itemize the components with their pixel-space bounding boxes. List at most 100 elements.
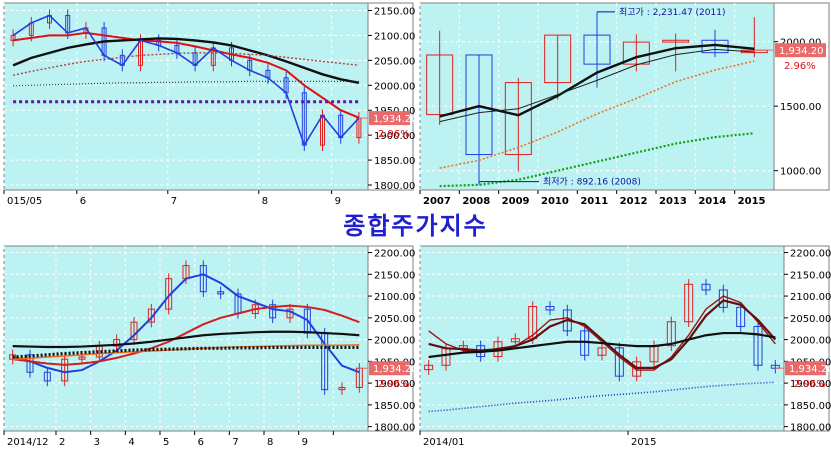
- x-tick-label: 2014/12: [7, 437, 49, 448]
- current-price-box: [369, 361, 410, 376]
- moving-average-line: [439, 48, 755, 123]
- y-axis-strip: [367, 245, 414, 432]
- moving-average-line: [13, 80, 359, 87]
- y-tick-label: 2200.00: [374, 249, 415, 260]
- y-tick-label: 1850.00: [790, 401, 831, 412]
- moving-average-line: [428, 381, 776, 413]
- candle-body: [424, 364, 434, 371]
- x-tick-label: 2007: [423, 196, 451, 207]
- y-tick-label: 2200.00: [790, 249, 831, 260]
- weekly-chart-panel: 2200.002150.002100.002050.002000.001950.…: [0, 243, 415, 453]
- candle-body: [666, 321, 676, 347]
- y-tick-label: 2050.00: [790, 314, 831, 325]
- x-tick-label: 5: [163, 437, 169, 448]
- y-tick-label: 2000.00: [374, 336, 415, 347]
- x-tick-label: 6: [198, 437, 204, 448]
- moving-average-line: [428, 331, 776, 359]
- current-price-label: 1,934.20: [779, 46, 824, 57]
- current-price-box: [785, 361, 826, 376]
- annotation-low: 최저가 : 892.16 (2008): [543, 177, 641, 188]
- daily-chart-panel: 2150.002100.002050.002000.001950.001900.…: [0, 0, 415, 212]
- change-percent-label: 2.96%: [784, 61, 816, 72]
- x-tick-label: 3: [94, 437, 100, 448]
- candle-body: [426, 54, 454, 116]
- x-tick-label: 2011: [580, 196, 608, 207]
- current-price-label: 1,934.20: [373, 364, 415, 375]
- y-tick-label: 1900.00: [374, 379, 415, 390]
- moving-average-line: [12, 273, 360, 374]
- y-axis-strip: [367, 2, 414, 191]
- y-tick-label: 1800.00: [374, 423, 415, 434]
- y-tick-label: 1800.00: [790, 423, 831, 434]
- x-tick-label: 2013: [659, 196, 687, 207]
- y-tick-label: 1800.00: [374, 181, 415, 192]
- candle-body: [217, 291, 225, 295]
- x-tick-label: 7: [232, 437, 238, 448]
- x-tick-label: 8: [267, 437, 273, 448]
- x-tick-label: 2014/01: [423, 437, 465, 448]
- candle-body: [583, 34, 611, 65]
- candle-body: [113, 339, 121, 347]
- candle-body: [61, 358, 69, 382]
- candle-body: [504, 82, 532, 156]
- current-price-label: 1,934.20: [789, 364, 831, 375]
- y-tick-label: 1000.00: [780, 167, 821, 178]
- y-tick-label: 2150.00: [790, 270, 831, 281]
- candle-body: [545, 306, 555, 311]
- close-price-line: [12, 14, 360, 147]
- page-title: 종합주가지수: [343, 211, 488, 240]
- x-tick-label: 9: [302, 437, 308, 448]
- y-tick-label: 1500.00: [780, 102, 821, 113]
- y-tick-label: 2000.00: [374, 81, 415, 92]
- x-tick-label: 2009: [502, 196, 530, 207]
- y-tick-label: 1850.00: [374, 401, 415, 412]
- moving-average-line: [12, 345, 360, 359]
- y-tick-label: 2050.00: [374, 314, 415, 325]
- candle-body: [614, 347, 624, 377]
- change-percent-label: 2.96%: [378, 379, 410, 390]
- y-tick-label: 2150.00: [374, 270, 415, 281]
- candle-body: [701, 283, 711, 291]
- candle-body: [510, 338, 520, 343]
- candle-body: [43, 371, 51, 382]
- y-tick-label: 2000.00: [790, 336, 831, 347]
- x-tick-label: 2010: [541, 196, 569, 207]
- candle-body: [544, 34, 572, 84]
- change-percent-label: 2.96%: [378, 129, 410, 140]
- y-axis-strip: [773, 2, 830, 191]
- y-tick-label: 2100.00: [374, 292, 415, 303]
- candle-body: [753, 326, 763, 366]
- x-tick-label: 2008: [462, 196, 490, 207]
- x-tick-label: 6: [80, 196, 86, 207]
- moving-average-line: [12, 37, 360, 84]
- candle-body: [465, 54, 493, 156]
- monthly-chart-panel: 2200.002150.002100.002050.002000.001950.…: [416, 243, 831, 453]
- y-tick-label: 2150.00: [374, 6, 415, 17]
- chart-svg-top-right: 2000.001500.001000.002007200820092010201…: [419, 2, 830, 207]
- y-tick-label: 1850.00: [374, 156, 415, 167]
- x-tick-label: 2: [59, 437, 65, 448]
- moving-average-line: [12, 31, 360, 119]
- annotation-high: 최고가 : 2,231.47 (2011): [619, 7, 725, 18]
- candle-body: [597, 347, 607, 356]
- yearly-chart-panel: 2000.001500.001000.002007200820092010201…: [416, 0, 831, 212]
- y-tick-label: 2100.00: [790, 292, 831, 303]
- candle-body: [338, 386, 346, 391]
- change-percent-label: 2.96%: [794, 379, 826, 390]
- x-tick-label: 2012: [620, 196, 648, 207]
- plot-area: [3, 2, 369, 191]
- candle-body: [269, 304, 277, 319]
- current-price-label: 1,934.20: [373, 114, 415, 125]
- candle-body: [199, 265, 207, 293]
- x-tick-label: 7: [171, 196, 177, 207]
- chart-svg-bottom-left: 2200.002150.002100.002050.002000.001950.…: [3, 245, 415, 448]
- current-price-box: [775, 43, 826, 58]
- moving-average-line: [12, 330, 360, 349]
- x-tick-label: 8: [262, 196, 268, 207]
- chart-svg-top-left: 2150.002100.002050.002000.001950.001900.…: [3, 2, 415, 207]
- moving-average-line: [428, 299, 777, 369]
- moving-average-line: [439, 60, 755, 169]
- candle-body: [736, 306, 746, 328]
- y-tick-label: 2100.00: [374, 31, 415, 42]
- candle-body: [684, 283, 694, 323]
